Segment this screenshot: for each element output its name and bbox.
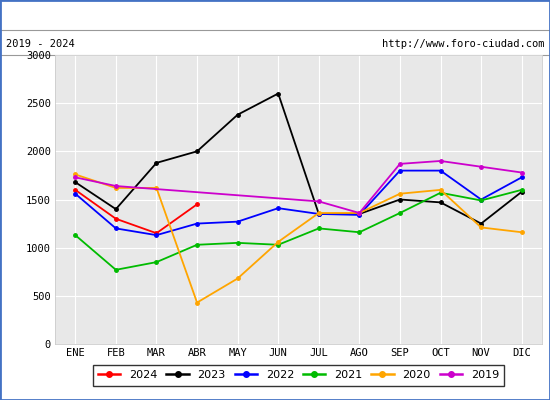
2024 xyxy=(72,188,79,192)
2021 xyxy=(194,242,200,247)
2020 xyxy=(275,240,282,244)
2021 xyxy=(356,230,362,235)
2021 xyxy=(113,268,119,272)
2023 xyxy=(275,91,282,96)
2020 xyxy=(234,276,241,281)
2021 xyxy=(478,198,485,203)
Legend: 2024, 2023, 2022, 2021, 2020, 2019: 2024, 2023, 2022, 2021, 2020, 2019 xyxy=(92,365,504,386)
2020 xyxy=(153,186,159,190)
Line: 2022: 2022 xyxy=(74,169,524,237)
2022 xyxy=(519,175,525,180)
2024 xyxy=(153,231,159,236)
2022 xyxy=(275,206,282,210)
2022 xyxy=(356,212,362,217)
2019 xyxy=(356,210,362,215)
2019 xyxy=(72,175,79,180)
2023 xyxy=(397,197,403,202)
2023 xyxy=(153,160,159,165)
2020 xyxy=(72,172,79,177)
Line: 2020: 2020 xyxy=(74,173,524,304)
2020 xyxy=(194,300,200,305)
2024 xyxy=(194,202,200,207)
Text: http://www.foro-ciudad.com: http://www.foro-ciudad.com xyxy=(382,39,544,49)
Line: 2021: 2021 xyxy=(74,188,524,272)
2022 xyxy=(316,212,322,216)
2022 xyxy=(234,219,241,224)
2020 xyxy=(113,186,119,190)
2022 xyxy=(153,233,159,238)
2020 xyxy=(478,225,485,230)
2020 xyxy=(519,230,525,235)
2022 xyxy=(478,197,485,202)
2022 xyxy=(194,221,200,226)
2020 xyxy=(316,210,322,215)
Text: Evolucion Nº Turistas Nacionales en el municipio de Loeches: Evolucion Nº Turistas Nacionales en el m… xyxy=(74,8,476,22)
2019 xyxy=(397,162,403,166)
2023 xyxy=(72,180,79,184)
2021 xyxy=(234,240,241,245)
2021 xyxy=(397,210,403,215)
2019 xyxy=(519,170,525,175)
2023 xyxy=(519,189,525,194)
2022 xyxy=(397,168,403,173)
Text: 2019 - 2024: 2019 - 2024 xyxy=(6,39,74,49)
2024 xyxy=(113,216,119,221)
2019 xyxy=(437,158,444,163)
2023 xyxy=(437,200,444,205)
2021 xyxy=(316,226,322,231)
2020 xyxy=(397,191,403,196)
2023 xyxy=(194,149,200,154)
2022 xyxy=(72,191,79,196)
2021 xyxy=(153,260,159,264)
2023 xyxy=(356,212,362,216)
Line: 2024: 2024 xyxy=(74,188,199,235)
2022 xyxy=(113,226,119,231)
2022 xyxy=(437,168,444,173)
2023 xyxy=(113,207,119,212)
2021 xyxy=(275,242,282,247)
Line: 2023: 2023 xyxy=(74,92,524,225)
2020 xyxy=(437,188,444,192)
2021 xyxy=(72,233,79,238)
2019 xyxy=(478,164,485,169)
2021 xyxy=(437,190,444,195)
2023 xyxy=(234,112,241,117)
2019 xyxy=(113,184,119,188)
2023 xyxy=(316,212,322,216)
Line: 2019: 2019 xyxy=(74,159,524,215)
2023 xyxy=(478,221,485,226)
2020 xyxy=(356,210,362,215)
2019 xyxy=(316,199,322,204)
2021 xyxy=(519,188,525,192)
